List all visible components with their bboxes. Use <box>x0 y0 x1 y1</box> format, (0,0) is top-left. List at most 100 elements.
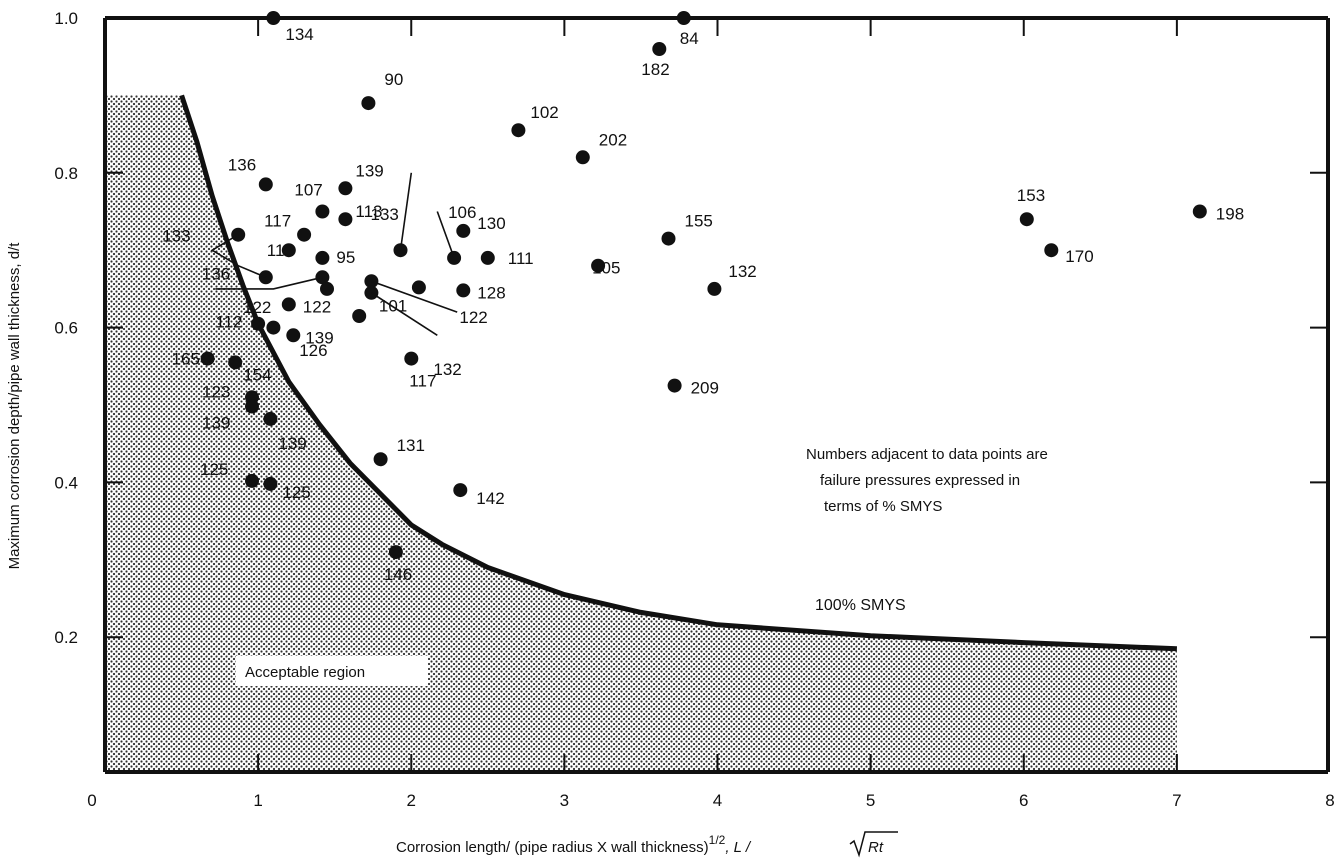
y-tick-label-0.6: 0.6 <box>54 319 78 338</box>
data-point <box>338 181 353 196</box>
leader-line <box>436 211 455 259</box>
data-point <box>575 150 590 165</box>
data-point <box>315 204 330 219</box>
data-point <box>361 96 376 111</box>
data-point <box>266 11 281 25</box>
data-point <box>320 281 334 296</box>
data-label: 95 <box>336 248 355 267</box>
data-label: 122 <box>303 297 331 316</box>
y-axis-title: Maximum corrosion depth/pipe wall thickn… <box>6 242 23 570</box>
data-label: 198 <box>1216 205 1244 224</box>
svg-text:Corrosion length/ (pipe radius: Corrosion length/ (pipe radius X wall th… <box>396 833 752 856</box>
data-label: 113 <box>355 202 382 221</box>
x-tick-label-7: 7 <box>1172 791 1181 810</box>
leader-line <box>371 280 458 313</box>
data-label: 209 <box>691 379 719 398</box>
y-tick-labels: 0.2 0.4 0.6 0.8 1.0 <box>54 9 78 647</box>
data-point <box>263 476 278 491</box>
data-label: 122 <box>459 308 487 327</box>
data-point <box>286 328 301 343</box>
data-point <box>393 243 408 258</box>
data-point <box>661 231 676 246</box>
data-label: 130 <box>477 214 505 233</box>
x-tick-label-6: 6 <box>1019 791 1028 810</box>
x-tick-label-3: 3 <box>560 791 569 810</box>
data-label: 122 <box>243 298 271 317</box>
data-point <box>338 212 353 227</box>
data-label: 170 <box>1065 247 1093 266</box>
data-label: 139 <box>355 161 383 180</box>
data-label: 102 <box>530 103 558 122</box>
data-point <box>1044 243 1059 258</box>
data-point <box>1192 204 1207 219</box>
data-label: 182 <box>641 60 669 79</box>
annotation-line-1: Numbers adjacent to data points are <box>806 446 1048 463</box>
data-point <box>453 483 468 498</box>
acceptable-region-fill <box>107 95 1177 772</box>
data-point <box>352 309 367 323</box>
region-label: Acceptable region <box>245 664 365 681</box>
annotation-line-2: failure pressures expressed in <box>820 472 1020 489</box>
acceptable-region: Acceptable region <box>107 95 1177 772</box>
x-tick-labels: 0 1 2 3 4 5 6 7 8 <box>87 791 1334 810</box>
data-point <box>297 227 312 242</box>
y-tick-label-0.4: 0.4 <box>54 473 78 492</box>
y-tick-label-0.8: 0.8 <box>54 164 78 183</box>
tick-marks <box>105 17 1328 772</box>
data-label: 90 <box>384 70 403 89</box>
annotation-note: Numbers adjacent to data points are fail… <box>806 446 1048 515</box>
x-axis-title-text: Corrosion length/ (pipe radius X wall th… <box>396 839 709 856</box>
x-axis-title-exponent: 1/2 <box>709 833 726 847</box>
data-point <box>404 351 419 366</box>
data-label: 111 <box>508 249 534 268</box>
data-point <box>200 351 215 366</box>
x-axis-title-root: Rt <box>868 839 884 856</box>
data-label: 134 <box>285 25 313 44</box>
data-point <box>228 355 243 370</box>
data-label: 202 <box>599 130 627 149</box>
sqrt-symbol <box>849 831 898 858</box>
data-point <box>263 411 278 426</box>
data-label: 153 <box>1017 186 1045 205</box>
data-point <box>266 320 281 335</box>
region-label-box <box>236 656 428 686</box>
y-tick-label-1.0: 1.0 <box>54 9 78 28</box>
curve-label: 100% SMYS <box>815 597 906 614</box>
data-point <box>511 123 526 138</box>
data-label: 154 <box>243 365 271 384</box>
data-label: 132 <box>728 262 756 281</box>
data-label: 112 <box>215 313 242 332</box>
x-tick-label-4: 4 <box>713 791 722 810</box>
data-point <box>315 250 330 265</box>
data-point <box>652 42 667 56</box>
data-point <box>281 297 296 312</box>
data-point <box>456 223 471 238</box>
data-label: 131 <box>397 436 425 455</box>
data-point <box>373 452 388 467</box>
data-label: 126 <box>299 341 327 360</box>
data-point <box>667 378 682 393</box>
data-label: 155 <box>685 212 713 231</box>
x-tick-label-0: 0 <box>87 791 96 810</box>
data-label: 125 <box>282 483 310 502</box>
leader-line <box>210 234 267 279</box>
data-label: 132 <box>433 360 461 379</box>
data-label: 136 <box>202 264 230 283</box>
leader-line <box>399 172 413 251</box>
data-label: 117 <box>264 212 291 231</box>
data-label: 84 <box>680 29 699 48</box>
data-label: 107 <box>294 181 322 200</box>
data-points <box>200 11 1207 560</box>
data-label: 139 <box>305 328 333 347</box>
data-point <box>251 316 266 331</box>
x-axis-title-formula: , L / <box>725 839 752 856</box>
data-label: 128 <box>477 283 505 302</box>
data-point <box>245 399 259 414</box>
annotation-line-3: terms of % SMYS <box>824 498 942 515</box>
data-label: 105 <box>592 259 620 278</box>
x-tick-label-5: 5 <box>866 791 875 810</box>
data-point <box>411 280 426 295</box>
x-tick-label-2: 2 <box>407 791 416 810</box>
data-point <box>591 258 606 273</box>
